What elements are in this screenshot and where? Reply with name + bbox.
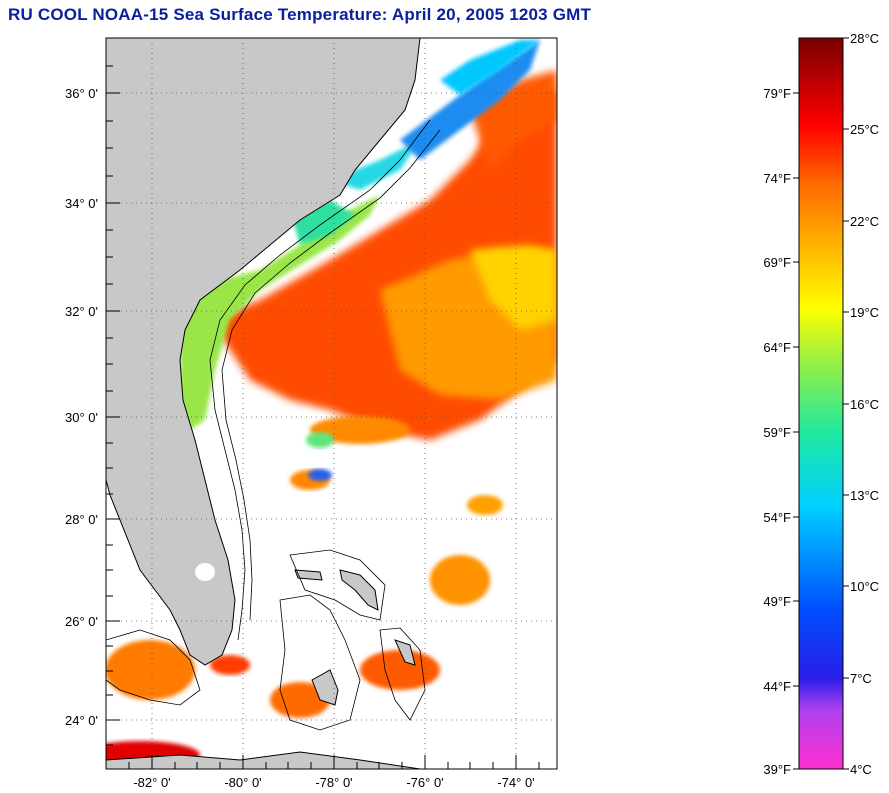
colorbar-gradient	[798, 37, 844, 770]
lat-label: 30° 0'	[65, 410, 98, 425]
celsius-label: 4°C	[850, 762, 872, 777]
lon-label: -74° 0'	[497, 775, 534, 790]
fahrenheit-label: 64°F	[763, 340, 791, 355]
fahrenheit-label: 69°F	[763, 255, 791, 270]
fahrenheit-label: 49°F	[763, 594, 791, 609]
lon-label: -78° 0'	[315, 775, 352, 790]
fahrenheit-label: 39°F	[763, 762, 791, 777]
lat-ticks	[106, 65, 120, 746]
fahrenheit-label: 74°F	[763, 171, 791, 186]
fahrenheit-label: 79°F	[763, 86, 791, 101]
fahrenheit-label: 44°F	[763, 679, 791, 694]
celsius-label: 28°C	[850, 31, 879, 46]
lat-label: 34° 0'	[65, 196, 98, 211]
lat-label: 36° 0'	[65, 86, 98, 101]
celsius-label: 10°C	[850, 579, 879, 594]
lat-label: 24° 0'	[65, 713, 98, 728]
fahrenheit-label: 54°F	[763, 510, 791, 525]
celsius-labels: 28°C 25°C 22°C 19°C 16°C 13°C 10°C 7°C 4…	[850, 31, 879, 777]
lat-label: 32° 0'	[65, 304, 98, 319]
lon-label: -82° 0'	[133, 775, 170, 790]
lon-label: -76° 0'	[406, 775, 443, 790]
celsius-label: 16°C	[850, 397, 879, 412]
land	[106, 38, 421, 769]
fahrenheit-label: 59°F	[763, 425, 791, 440]
map-frame	[105, 37, 558, 770]
celsius-label: 25°C	[850, 122, 879, 137]
graticule	[106, 38, 557, 769]
lat-label: 26° 0'	[65, 614, 98, 629]
lon-ticks	[128, 755, 540, 769]
celsius-label: 19°C	[850, 305, 879, 320]
fahrenheit-labels: 79°F 74°F 69°F 64°F 59°F 54°F 49°F 44°F …	[763, 86, 791, 777]
celsius-label: 13°C	[850, 488, 879, 503]
sst-field	[106, 40, 557, 769]
map-title: RU COOL NOAA-15 Sea Surface Temperature:…	[8, 5, 592, 24]
bathymetry-contours	[106, 119, 441, 731]
celsius-label: 7°C	[850, 671, 872, 686]
colorbar-ticks	[793, 37, 849, 770]
lon-labels: -82° 0' -80° 0' -78° 0' -76° 0' -74° 0'	[133, 775, 534, 790]
lat-labels: 36° 0' 34° 0' 32° 0' 30° 0' 28° 0' 26° 0…	[65, 86, 98, 728]
celsius-label: 22°C	[850, 214, 879, 229]
lat-label: 28° 0'	[65, 512, 98, 527]
lon-label: -80° 0'	[224, 775, 261, 790]
